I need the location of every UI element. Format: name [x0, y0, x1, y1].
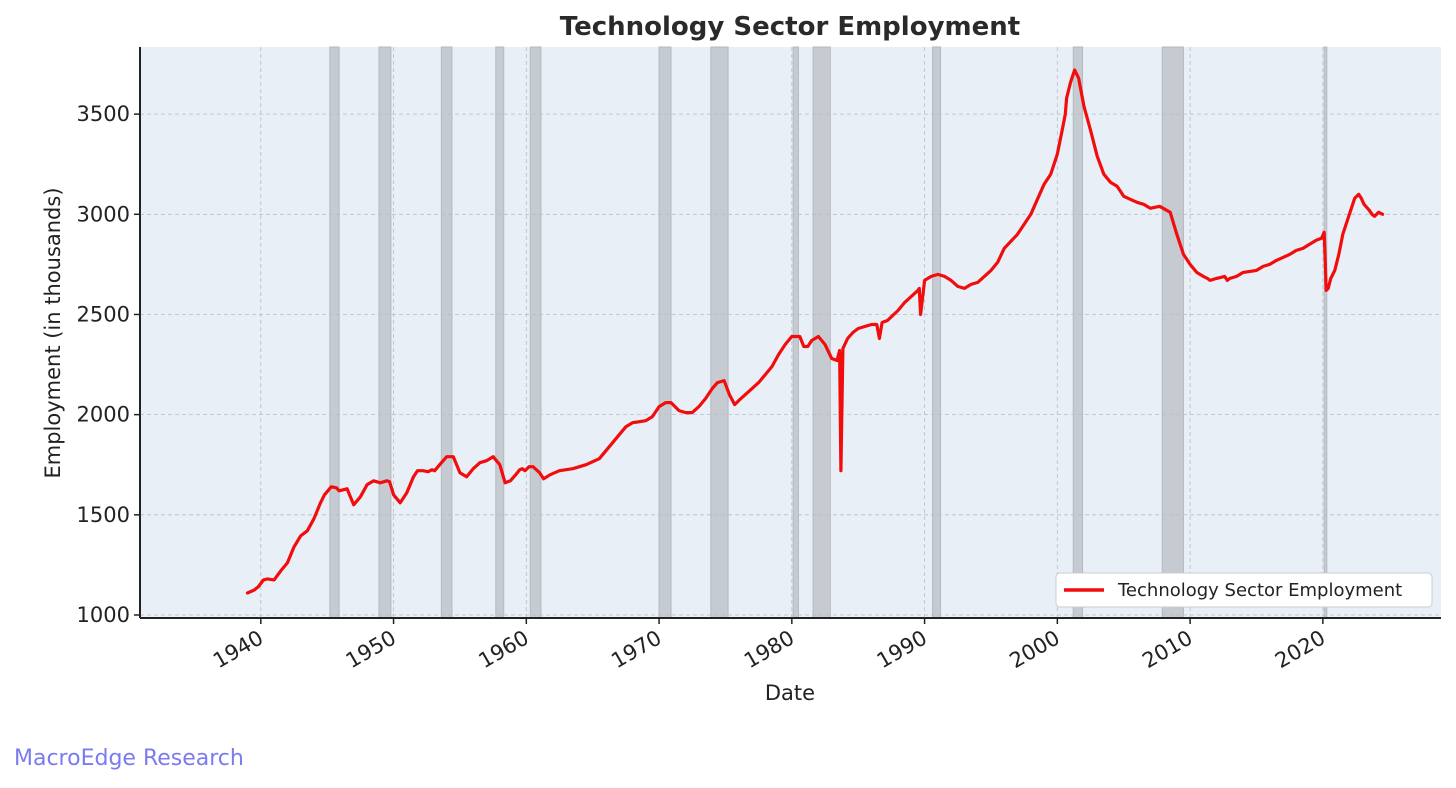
recession-band — [792, 46, 799, 619]
legend-label: Technology Sector Employment — [1117, 580, 1402, 601]
x-axis-ticks: 1940 1950 1960 1970 1980 1990 2000 2010 2020 — [209, 618, 1329, 673]
recession-band — [529, 46, 542, 619]
x-tick-label: 2010 — [1138, 626, 1196, 674]
plot-area — [140, 47, 1441, 618]
y-tick-label: 1000 — [77, 603, 130, 627]
recession-band — [1161, 46, 1184, 619]
x-tick-label: 1940 — [209, 626, 267, 674]
recession-band — [1072, 46, 1084, 619]
recession-band — [378, 46, 392, 619]
x-tick-label: 1980 — [740, 626, 798, 674]
x-tick-label: 1990 — [873, 626, 931, 674]
y-tick-label: 3000 — [77, 202, 130, 226]
legend: Technology Sector Employment — [1055, 572, 1433, 608]
chart-title: Technology Sector Employment — [560, 12, 1020, 42]
legend-box — [1055, 572, 1433, 608]
series-line — [245, 68, 1385, 595]
x-tick-label: 2000 — [1006, 626, 1064, 674]
y-tick-label: 1500 — [77, 503, 130, 527]
recession-band — [440, 46, 453, 619]
recession-band — [495, 46, 505, 619]
recession-bands — [329, 46, 1328, 619]
recession-band — [329, 46, 340, 619]
y-tick-label: 3500 — [77, 102, 130, 126]
x-tick-label: 1960 — [475, 626, 533, 674]
recession-band — [658, 46, 672, 619]
y-axis-ticks: 1000 1500 2000 2500 3000 3500 — [77, 102, 140, 627]
y-axis-label: Employment (in thousands) — [41, 187, 65, 478]
y-tick-label: 2000 — [77, 403, 130, 427]
recession-band — [1323, 46, 1328, 619]
recession-band — [812, 46, 831, 619]
footer-watermark: MacroEdge Research — [14, 746, 244, 771]
x-tick-label: 1950 — [342, 626, 400, 674]
series-group — [245, 68, 1385, 595]
x-tick-label: 1970 — [607, 626, 665, 674]
y-tick-label: 2500 — [77, 302, 130, 326]
recession-band — [932, 46, 942, 619]
x-tick-label: 2020 — [1271, 626, 1329, 674]
x-axis-label: Date — [765, 681, 815, 705]
recession-band — [710, 46, 729, 619]
